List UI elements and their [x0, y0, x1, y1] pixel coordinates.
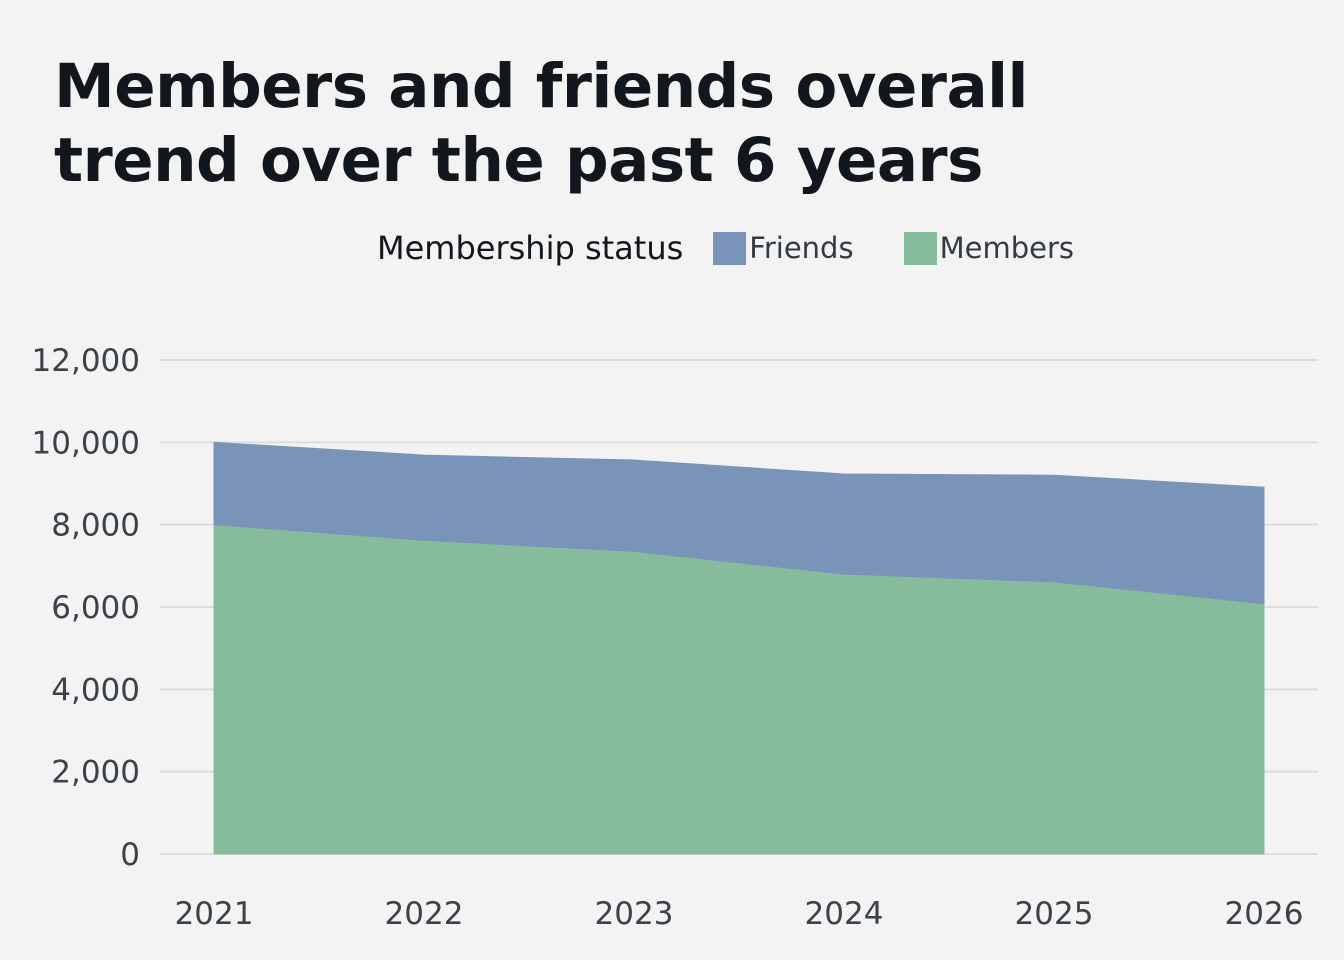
legend: Membership status Friends Members — [377, 224, 1124, 272]
y-tick-label: 0 — [120, 837, 140, 873]
y-tick-label: 8,000 — [51, 508, 140, 544]
x-tick-label: 2026 — [1225, 896, 1304, 932]
legend-title: Membership status — [377, 229, 684, 267]
y-tick-label: 12,000 — [32, 343, 140, 379]
chart-title: Members and friends overall trend over t… — [54, 51, 1028, 196]
x-tick-label: 2022 — [385, 896, 464, 932]
x-tick-label: 2025 — [1015, 896, 1094, 932]
legend-swatch-members — [903, 231, 937, 265]
x-tick-label: 2021 — [175, 896, 254, 932]
legend-item-friends: Friends — [713, 231, 854, 265]
x-tick-label: 2024 — [805, 896, 884, 932]
legend-item-members: Members — [903, 231, 1074, 265]
legend-label-friends: Friends — [749, 231, 854, 265]
x-tick-label: 2023 — [595, 896, 674, 932]
legend-swatch-friends — [713, 231, 747, 265]
area-friends — [213, 441, 1265, 605]
y-tick-label: 6,000 — [51, 590, 140, 626]
y-tick-label: 2,000 — [51, 755, 140, 791]
y-tick-label: 10,000 — [32, 425, 140, 461]
legend-label-members: Members — [939, 231, 1074, 265]
y-tick-label: 4,000 — [51, 672, 140, 708]
